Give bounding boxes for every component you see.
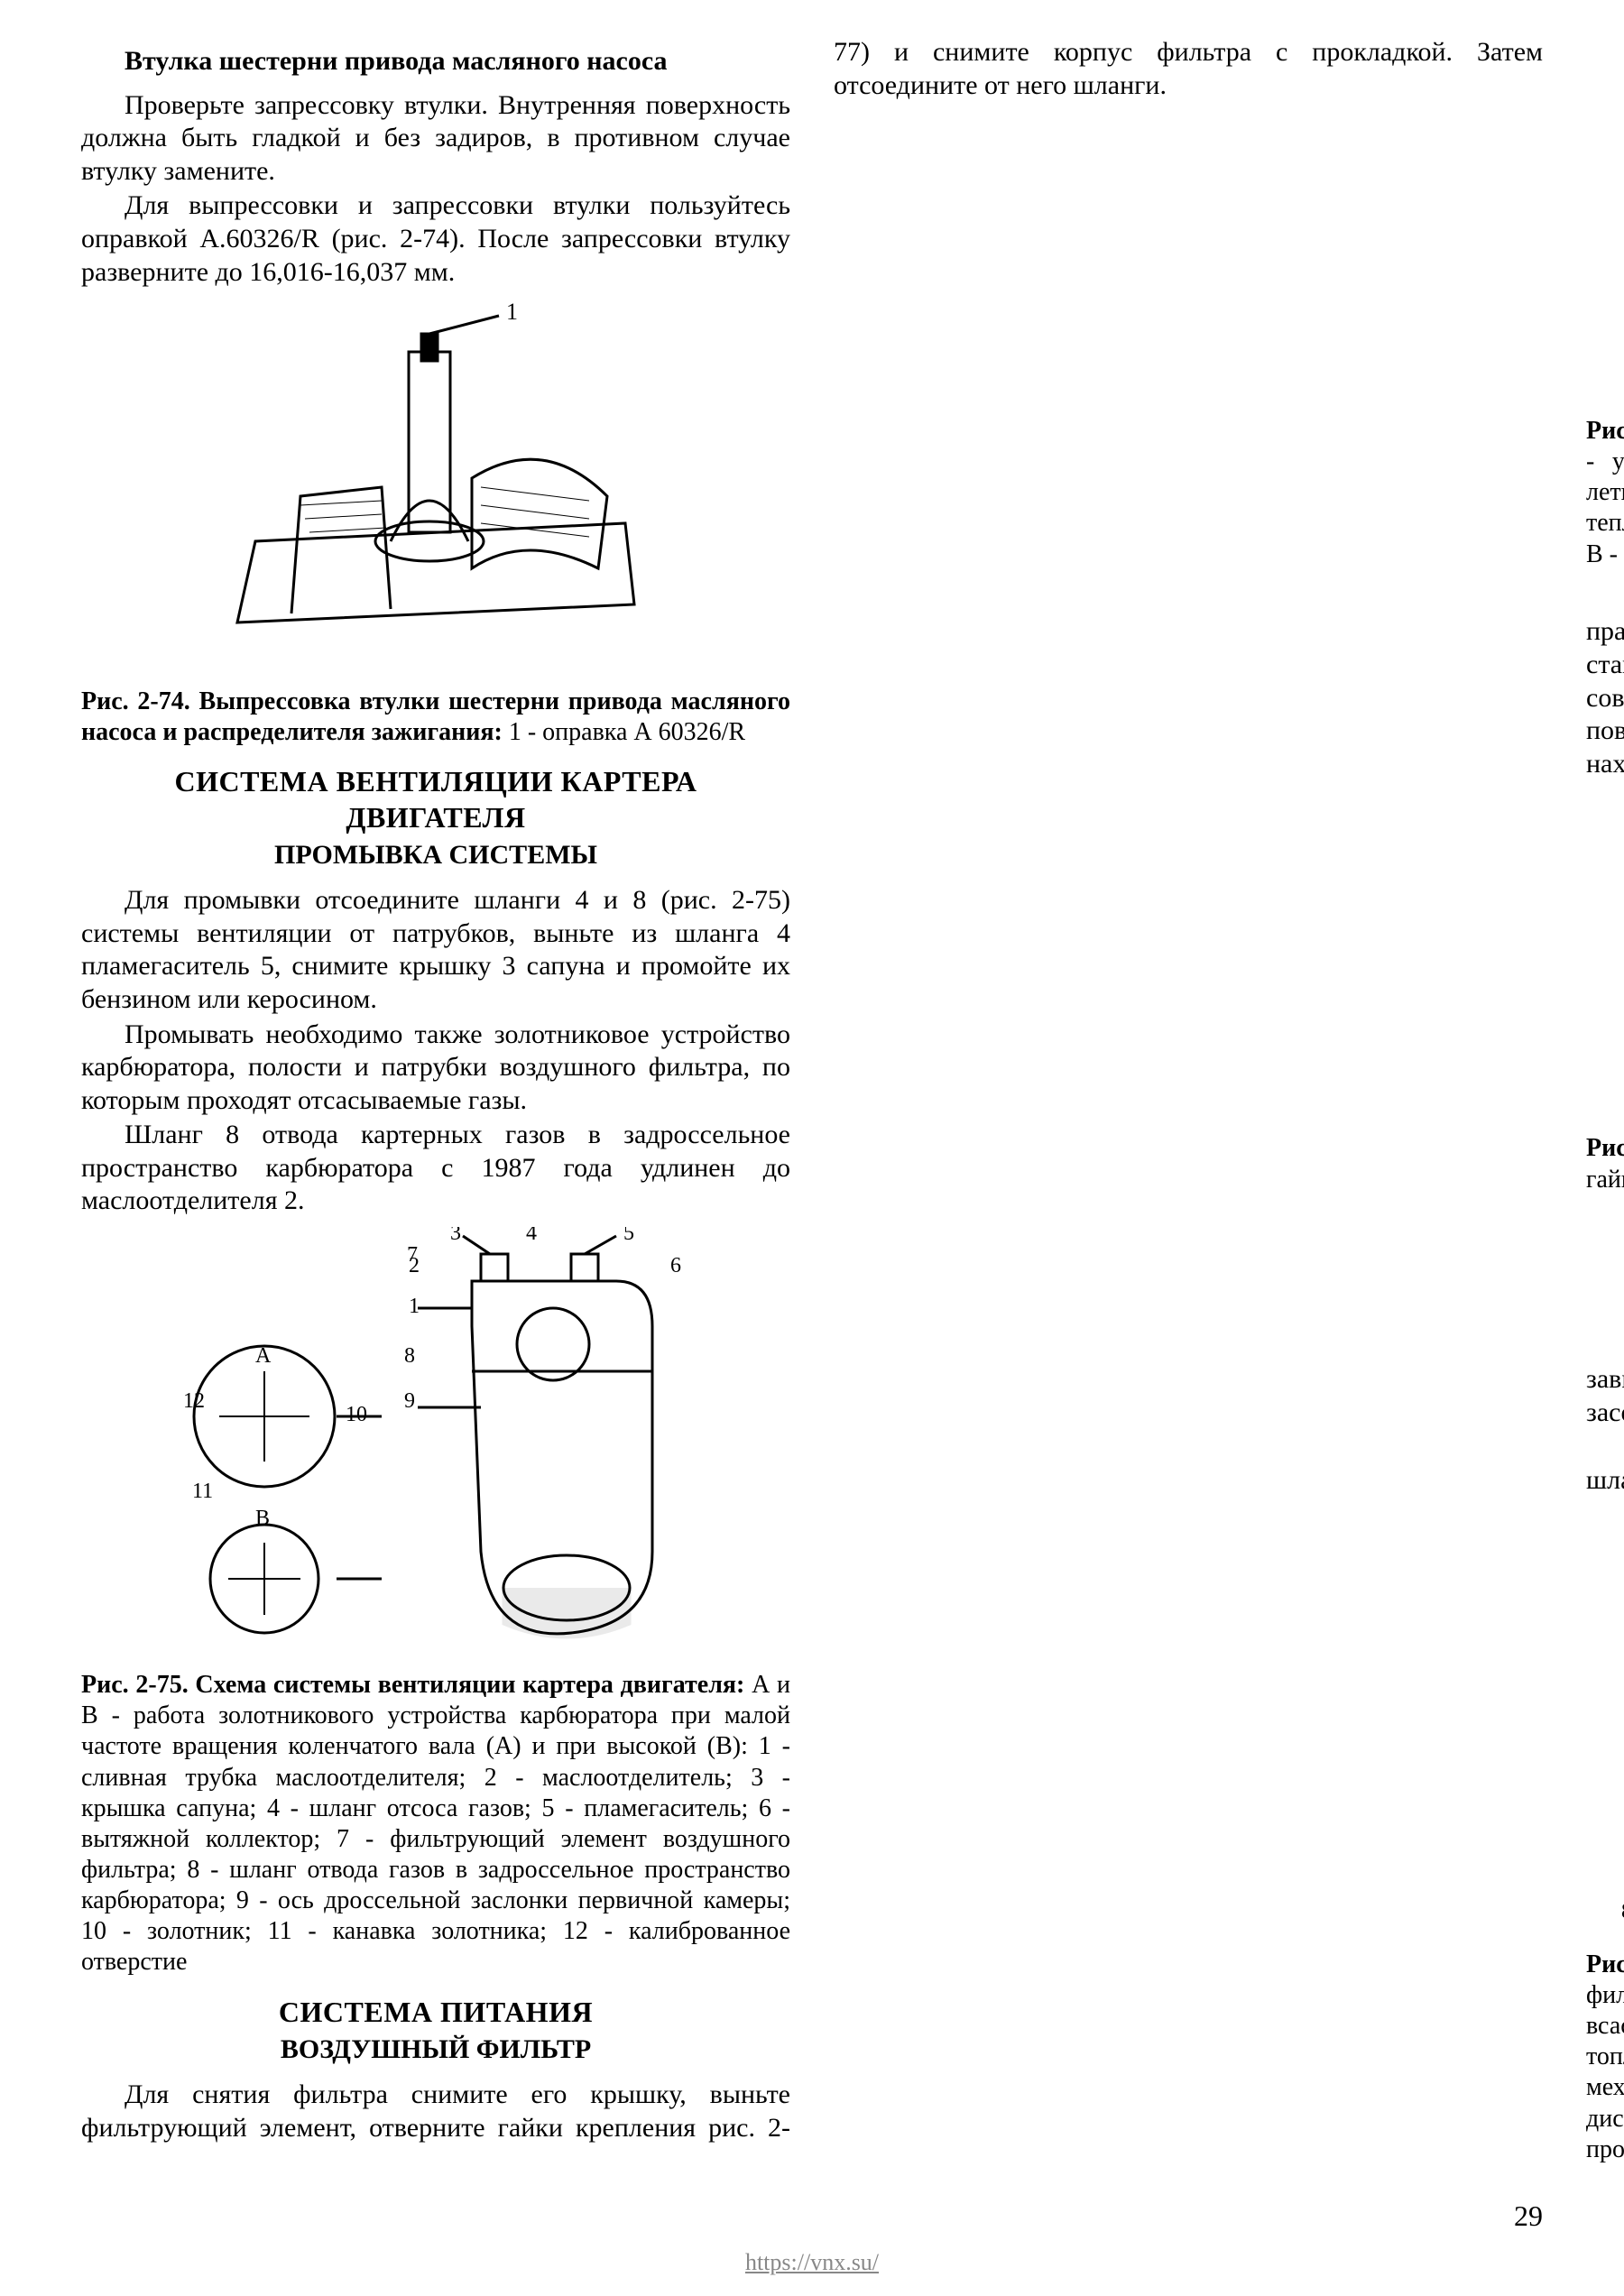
svg-text:1: 1 xyxy=(506,299,518,325)
footer-link[interactable]: https://vnx.su/ xyxy=(0,2249,1624,2276)
caption-lead: Рис. 2-75. Схема системы вентиляции карт… xyxy=(81,1671,744,1699)
diagram-fuel-pump: 1 2 3 4 5 6 7 8 9 10 11 12 13 xyxy=(1598,1507,1624,1940)
figure-2-77 xyxy=(1586,789,1624,1128)
caption-lead: Рис. 2-76. Воздушный фильтр: xyxy=(1586,417,1624,445)
heading-fuel-pump: ТОПЛИВНЫЙ НАСОС xyxy=(1586,1212,1624,1247)
svg-text:1: 1 xyxy=(409,1295,420,1318)
figure-2-78: 1 2 3 4 5 6 7 8 9 10 11 12 13 xyxy=(1586,1507,1624,1944)
body-text: Для выпрессовки и запрессовки втулки пол… xyxy=(81,189,790,289)
caption-lead: Рис. 2-78. Топливный насос: xyxy=(1586,1950,1624,1978)
caption-body: 1 - нагнетательный патрубок; 2 - фильтр;… xyxy=(1586,1950,1624,2163)
svg-text:7: 7 xyxy=(407,1243,418,1267)
svg-text:5: 5 xyxy=(623,1227,634,1245)
page-number: 29 xyxy=(1514,2199,1543,2233)
svg-text:3: 3 xyxy=(450,1227,461,1245)
two-column-layout: Втулка шестерни привода масляного насоса… xyxy=(81,36,1543,2192)
heading-air-filter: ВОЗДУШНЫЙ ФИЛЬТР xyxy=(81,2033,790,2067)
caption-2-77: Рис. 2-77. Снятие воздушного фильтра. Ст… xyxy=(1586,1133,1624,1194)
body-text: Устройство топливного насоса показано на… xyxy=(1586,1250,1624,1284)
svg-text:4: 4 xyxy=(526,1227,537,1245)
body-text: При установке воздушного фильтра необход… xyxy=(1586,583,1624,781)
figure-2-75: 3 4 5 6 2 1 8 9 12 10 11 A B 7 xyxy=(81,1227,790,1664)
diagram-crankcase-ventilation: 3 4 5 6 2 1 8 9 12 10 11 A B 7 xyxy=(147,1227,724,1660)
body-text: Недостаточное наполнение карбюратора бен… xyxy=(1586,1331,1624,1430)
svg-text:A: A xyxy=(255,1344,272,1368)
svg-text:12: 12 xyxy=(183,1389,205,1413)
diagram-press-out-bushing: 1 xyxy=(201,298,670,677)
caption-body: 1 - оправка А 60326/R xyxy=(503,718,745,746)
heading-fuel-system: СИСТЕМА ПИТАНИЯ xyxy=(81,1995,790,2030)
caption-2-74: Рис. 2-74. Выпрессовка втулки шестерни п… xyxy=(81,687,790,748)
diagram-air-filter: 1 2 3 4 5 6 A B xyxy=(1598,45,1624,406)
heading-pump-check: Проверка насоса xyxy=(1586,1285,1624,1318)
caption-2-76: Рис. 2-76. Воздушный фильтр: 1 - гайка; … xyxy=(1586,416,1624,570)
body-text: Для промывки отсоедините шланги 4 и 8 (р… xyxy=(81,884,790,1016)
svg-text:8: 8 xyxy=(404,1344,415,1368)
svg-text:9: 9 xyxy=(404,1389,415,1413)
caption-body: А и В - работа золотникового устройства … xyxy=(81,1671,790,1976)
caption-2-75: Рис. 2-75. Схема системы вентиляции карт… xyxy=(81,1670,790,1978)
body-text: Шланг 8 отвода картерных газов в задросс… xyxy=(81,1119,790,1218)
caption-lead: Рис. 2-77. Снятие воздушного фильтра. xyxy=(1586,1134,1624,1162)
svg-text:B: B xyxy=(255,1507,270,1530)
svg-text:6: 6 xyxy=(670,1254,681,1277)
heading-flush: ПРОМЫВКА СИСТЕМЫ xyxy=(81,839,790,872)
body-text: Проверьте запрессовку втулки. Внутренняя… xyxy=(81,89,790,189)
figure-2-74: 1 xyxy=(81,298,790,681)
svg-text:10: 10 xyxy=(346,1403,367,1426)
figure-2-76: 1 2 3 4 5 6 A B xyxy=(1586,45,1624,410)
page: Втулка шестерни привода масляного насоса… xyxy=(0,0,1624,2296)
heading-bushing: Втулка шестерни привода масляного насоса xyxy=(81,45,790,78)
caption-2-78: Рис. 2-78. Топливный насос: 1 - нагнетат… xyxy=(1586,1950,1624,2165)
heading-ventilation: СИСТЕМА ВЕНТИЛЯЦИИ КАРТЕРА ДВИГАТЕЛЯ xyxy=(81,764,790,834)
svg-text:11: 11 xyxy=(192,1480,213,1503)
body-text: Промывать необходимо также золотниковое … xyxy=(81,1019,790,1118)
body-text: Чтобы найти причину неисправности, отсое… xyxy=(1586,1432,1624,1498)
